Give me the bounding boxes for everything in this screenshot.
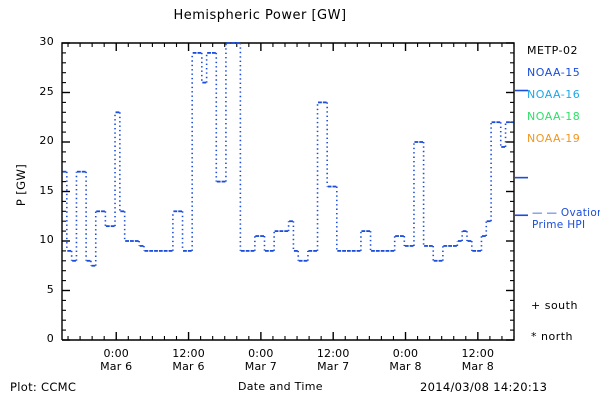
ovation-line-2: Prime HPI [532,219,586,231]
x-tick-date: Mar 8 [461,360,494,373]
plus-icon: + [531,299,541,312]
north-label: north [541,330,574,343]
x-tick-label: 12:00 Mar 7 [293,347,373,373]
x-tick-label: 0:00 Mar 8 [366,347,446,373]
x-tick-time: 12:00 [316,347,350,360]
x-tick-time: 12:00 [461,347,495,360]
south-label: south [544,299,578,312]
x-tick-label: 12:00 Mar 6 [149,347,229,373]
timestamp-label: 2014/03/08 14:20:13 [420,380,548,394]
y-axis-ticks [62,42,514,341]
axis-frame [61,42,515,341]
y-tick-label: 0 [46,332,54,345]
x-axis-ticks [67,43,515,340]
x-tick-label: 12:00 Mar 8 [438,347,518,373]
north-marker-note: * north [531,330,573,343]
x-tick-time: 12:00 [172,347,205,360]
x-tick-time: 0:00 [392,347,419,360]
x-tick-label: 0:00 Mar 6 [76,347,156,373]
ovation-prime-hpi-note: — — Ovation Prime HPI [532,207,600,231]
legend-item-noaa-15[interactable]: NOAA-15 [527,66,581,79]
x-axis-label: Date and Time [238,380,323,393]
legend-item-noaa-19[interactable]: NOAA-19 [527,132,581,145]
x-tick-date: Mar 8 [389,360,422,373]
plot-source-label: Plot: CCMC [10,380,77,394]
y-tick-label: 15 [39,183,54,197]
y-tick-label: 25 [39,84,54,98]
x-tick-label: 0:00 Mar 7 [221,347,301,373]
legend-item-noaa-16[interactable]: NOAA-16 [527,88,581,101]
y-tick-label: 20 [39,134,54,147]
x-tick-time: 0:00 [103,347,129,360]
data-series-group [62,42,514,267]
asterisk-icon: * [531,330,537,343]
x-tick-date: Mar 6 [100,360,133,373]
x-tick-time: 0:00 [248,347,274,360]
chart-title: Hemispheric Power [GW] [173,8,347,23]
x-tick-date: Mar 7 [244,360,277,373]
x-tick-date: Mar 6 [172,360,205,373]
legend-item-metp-02[interactable]: METP-02 [527,44,579,57]
y-tick-label: 5 [46,282,54,296]
y-tick-label: 10 [39,233,54,246]
side-glyph-group [515,89,528,217]
legend-item-noaa-18[interactable]: NOAA-18 [527,110,581,123]
series-noaa-15 [62,42,514,267]
ovation-line-1: — — Ovation [532,207,600,219]
south-marker-note: + south [531,299,578,312]
y-tick-label: 30 [39,35,54,48]
x-tick-date: Mar 7 [317,360,350,373]
